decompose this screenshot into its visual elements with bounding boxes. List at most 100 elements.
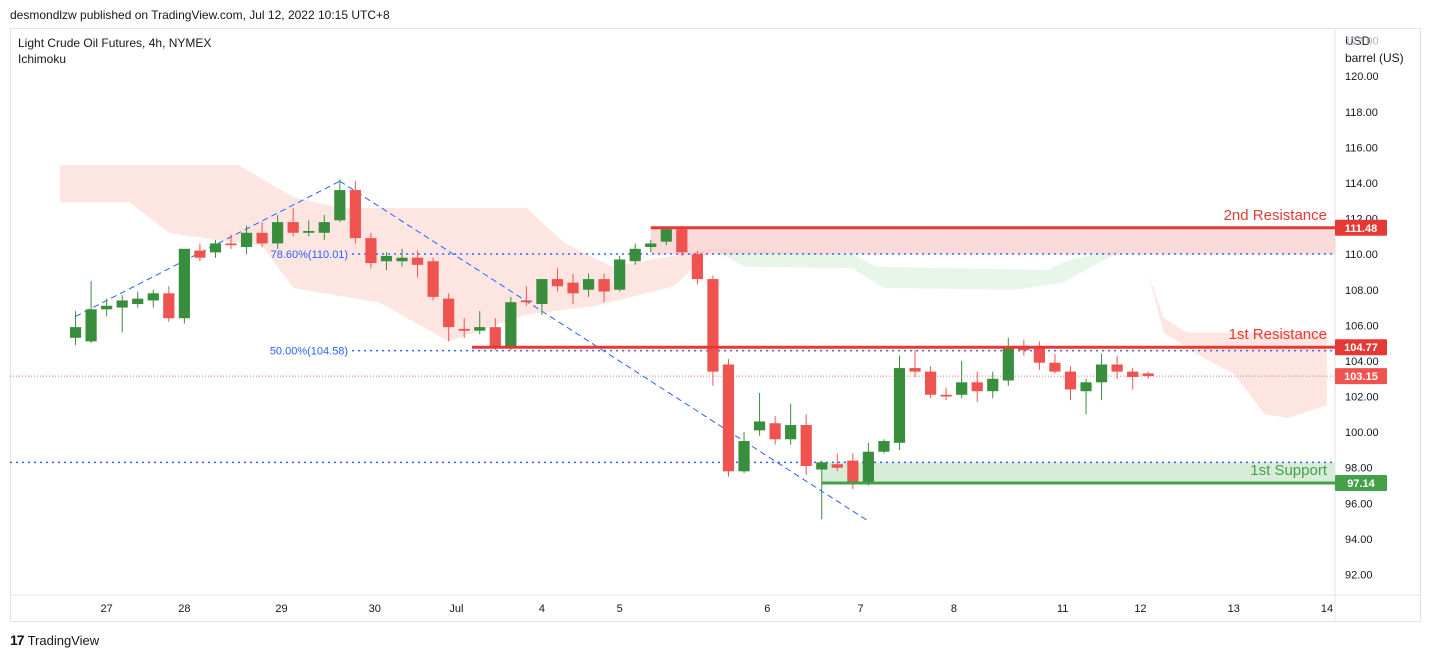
y-tick-2: 118.00	[1345, 107, 1378, 119]
candle-body-40	[691, 254, 703, 280]
candle-body-50	[847, 460, 859, 482]
candle-body-7	[178, 248, 190, 319]
tradingview-logo-icon: 17	[10, 632, 25, 648]
candle-body-27	[489, 327, 501, 349]
trend-line-1	[339, 180, 869, 522]
candle-body-15	[303, 231, 315, 233]
resistance-1-tag-value: 104.77	[1344, 342, 1378, 354]
candle-body-34	[598, 279, 610, 292]
x-tick-8: 7	[858, 603, 864, 615]
candle-body-17	[334, 190, 346, 221]
x-tick-3: 30	[369, 603, 381, 615]
y-tick-0: 122.00	[1345, 36, 1379, 48]
candle-body-23	[427, 261, 439, 297]
y-tick-15: 92.00	[1345, 570, 1373, 582]
support-1-tag-bg	[1335, 475, 1387, 492]
candle-body-18	[349, 190, 361, 239]
x-tick-7: 6	[764, 603, 770, 615]
current-price-tag-value: 103.15	[1344, 371, 1378, 383]
x-tick-11: 12	[1134, 603, 1146, 615]
indicator-label[interactable]: Ichimoku	[18, 52, 67, 66]
resistance-1-label: 1st Resistance	[1229, 326, 1327, 343]
y-tick-9: 104.00	[1345, 356, 1379, 368]
candle-body-33	[582, 279, 595, 290]
y-tick-7: 108.00	[1345, 285, 1379, 297]
candle-body-47	[800, 425, 812, 466]
x-tick-13: 14	[1321, 603, 1333, 615]
candle-body-56	[940, 394, 952, 397]
x-tick-2: 29	[275, 603, 287, 615]
candle-body-30	[536, 279, 548, 304]
candle-body-25	[458, 328, 470, 331]
candle-body-11	[240, 232, 253, 248]
y-tick-11: 100.00	[1345, 427, 1379, 439]
candle-body-6	[163, 293, 175, 319]
resistance-2-tag-value: 111.48	[1345, 223, 1377, 235]
candle-body-16	[318, 222, 330, 233]
candle-body-9	[209, 243, 222, 253]
candle-body-31	[551, 279, 564, 287]
candle-body-62	[1033, 348, 1045, 363]
candle-body-67	[1111, 364, 1123, 372]
fib-label-1: 50.00%(104.58)	[270, 346, 348, 358]
candle-body-32	[567, 282, 579, 294]
publish-header: desmondlzw published on TradingView.com,…	[10, 8, 390, 22]
candle-body-52	[878, 441, 890, 452]
candle-body-5	[147, 293, 159, 301]
chart-frame	[10, 28, 1421, 622]
candle-body-14	[287, 222, 299, 233]
candle-body-1	[85, 309, 97, 342]
candle-body-61	[1018, 348, 1030, 351]
resistance-2-tag-bg	[1335, 219, 1387, 236]
resistance-2-zone	[650, 227, 1335, 255]
candle-body-48	[816, 462, 828, 470]
support-1-label: 1st Support	[1250, 462, 1328, 479]
candle-body-69	[1142, 373, 1154, 377]
candle-body-35	[614, 259, 626, 290]
candle-body-68	[1127, 371, 1139, 377]
candle-body-49	[831, 464, 843, 468]
ichimoku-cloud-bearish	[60, 165, 1327, 418]
y-tick-10: 102.00	[1345, 392, 1379, 404]
candle-body-37	[645, 243, 657, 248]
currency-label: USD	[1345, 34, 1371, 48]
y-tick-6: 110.00	[1345, 249, 1378, 261]
x-tick-12: 13	[1228, 603, 1240, 615]
candle-body-41	[707, 279, 719, 372]
symbol-title[interactable]: Light Crude Oil Futures, 4h, NYMEX	[18, 36, 212, 50]
candle-body-51	[862, 451, 874, 482]
unit-label: barrel (US)	[1345, 51, 1404, 65]
candle-body-4	[132, 298, 144, 304]
candle-body-19	[365, 238, 377, 264]
currency-unit[interactable]: USD barrel (US)	[1345, 33, 1404, 67]
y-tick-12: 98.00	[1345, 463, 1373, 475]
candle-body-20	[380, 255, 393, 262]
candle-body-0	[69, 327, 82, 338]
candle-body-2	[101, 305, 113, 310]
y-tick-8: 106.00	[1345, 320, 1379, 332]
candle-body-53	[893, 368, 906, 443]
candle-body-13	[272, 222, 284, 244]
candle-body-64	[1064, 371, 1077, 390]
candle-body-21	[396, 257, 408, 262]
candle-body-66	[1095, 364, 1108, 383]
candle-body-28	[505, 302, 517, 349]
candle-body-57	[956, 382, 968, 395]
candle-body-54	[909, 368, 921, 372]
x-tick-10: 11	[1057, 603, 1068, 615]
candle-body-10	[225, 243, 237, 246]
support-1-tag-value: 97.14	[1347, 478, 1375, 490]
candle-body-39	[676, 229, 688, 253]
resistance-1-tag-bg	[1335, 339, 1387, 356]
candle-body-60	[1002, 348, 1014, 381]
candle-body-38	[660, 229, 672, 242]
symbol-legend: Light Crude Oil Futures, 4h, NYMEX Ichim…	[18, 35, 211, 67]
candle-body-22	[411, 257, 424, 265]
y-tick-14: 94.00	[1345, 534, 1373, 546]
candle-body-45	[769, 423, 781, 440]
y-tick-3: 116.00	[1345, 142, 1378, 154]
y-tick-1: 120.00	[1345, 71, 1379, 83]
footer-brand[interactable]: 17 TradingView	[10, 632, 99, 648]
candle-body-59	[987, 378, 999, 392]
